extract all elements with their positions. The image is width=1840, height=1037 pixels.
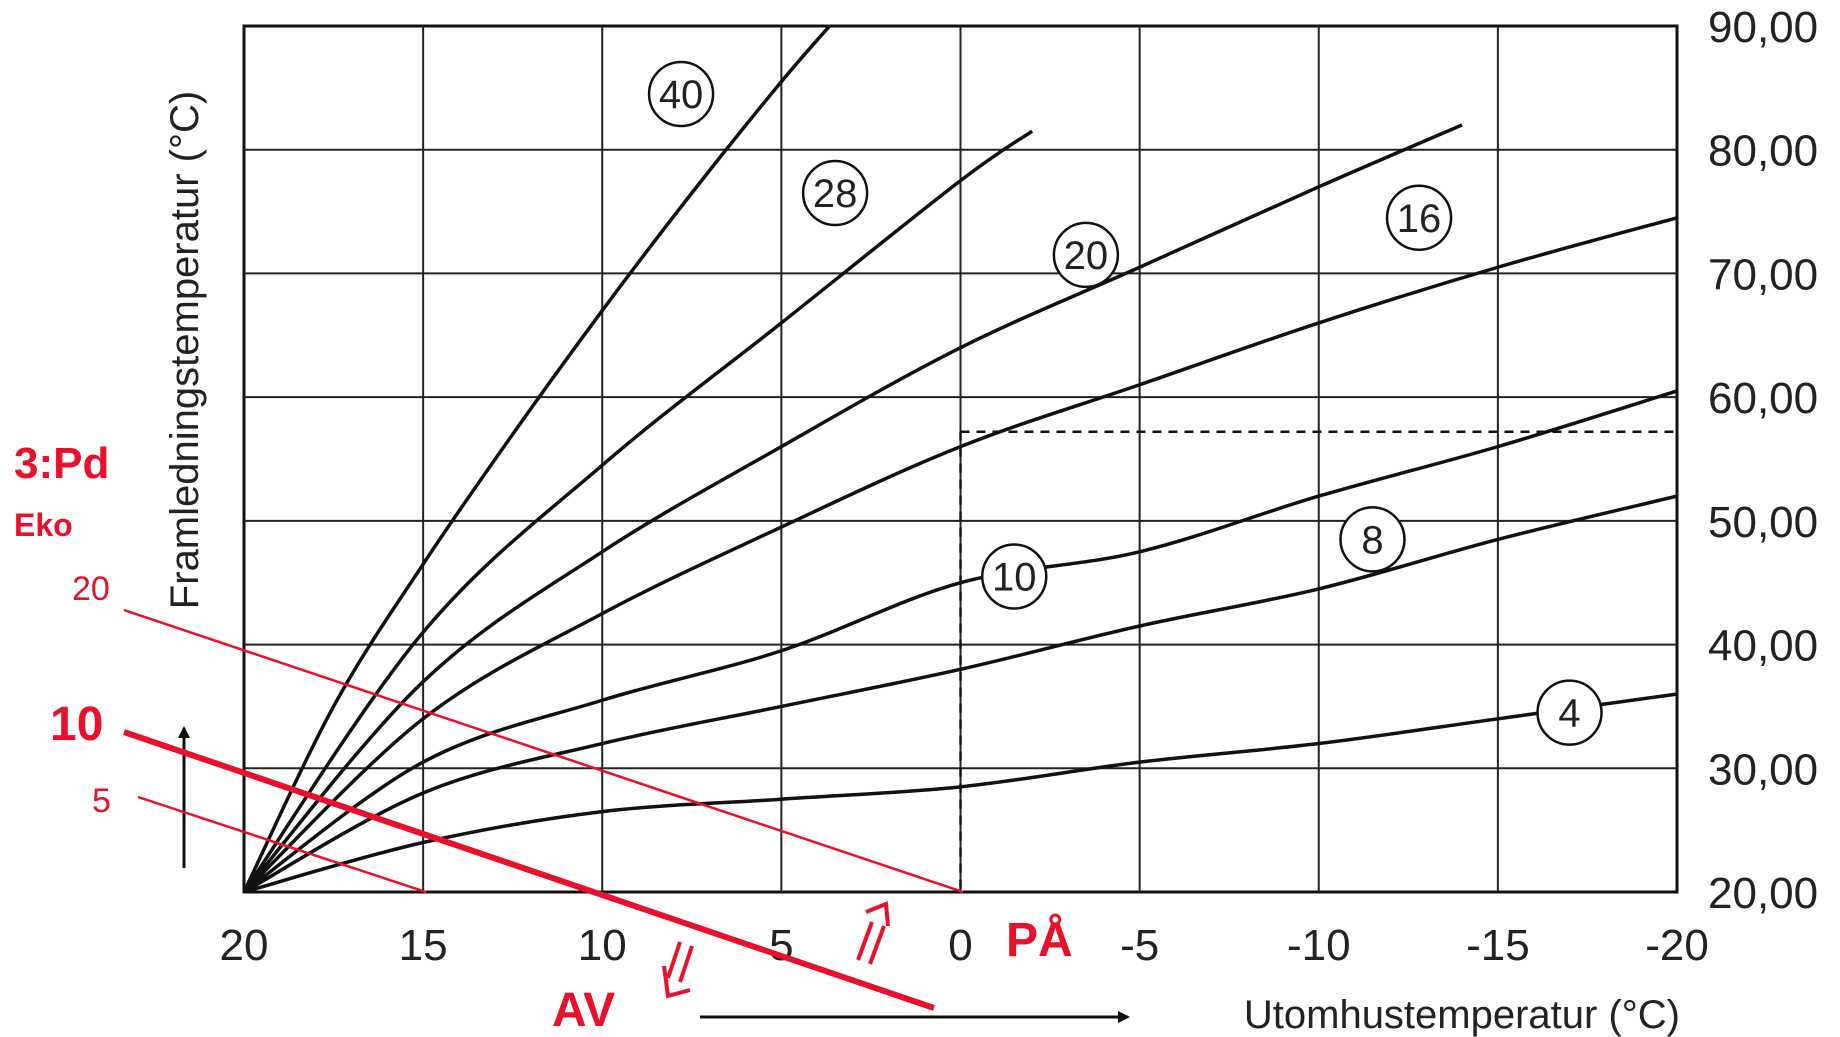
curve-20 [244, 123, 1463, 892]
curve-8-badge [1339, 506, 1406, 573]
heading-annotation: 3:Pd [14, 439, 109, 488]
curve-20-label: 20 [1064, 234, 1109, 278]
curve-16-label: 16 [1397, 197, 1442, 241]
x-tick-label: 15 [399, 921, 448, 970]
y-tick-label: 60,00 [1708, 374, 1818, 423]
level-low-label: 5 [92, 782, 111, 820]
y-tick-label: 20,00 [1708, 869, 1818, 918]
curve-40 [244, 26, 832, 892]
x-tick-label: 0 [948, 921, 972, 970]
y-tick-label: 30,00 [1708, 745, 1818, 794]
x-tick-label: -10 [1287, 921, 1351, 970]
curve-8-label: 8 [1361, 518, 1383, 562]
level-high-label: 20 [72, 570, 110, 608]
x-tick-label: -20 [1645, 921, 1709, 970]
on-double-arrow [856, 901, 890, 965]
curve-series [244, 26, 1677, 892]
y-axis-title: Framledningstemperatur (°C) [163, 91, 207, 609]
curve-10-label: 10 [992, 556, 1037, 600]
curve-10 [244, 389, 1677, 892]
curve-10-badge [980, 543, 1048, 610]
curve-28-badge [801, 159, 869, 227]
y-tick-label: 70,00 [1708, 250, 1818, 299]
off-double-arrow [662, 941, 694, 999]
curve-4-badge [1536, 679, 1603, 746]
x-tick-label: -5 [1120, 921, 1159, 970]
level-high-line [123, 608, 964, 894]
curve-28-label: 28 [813, 172, 858, 216]
x-tick-label: 10 [578, 921, 627, 970]
curve-4 [244, 692, 1677, 892]
reference-lines [959, 430, 1677, 892]
curve-labels: 40 28 20 16 10 8 4 [647, 60, 1603, 746]
curve-40-label: 40 [659, 73, 704, 117]
curve-20-badge [1052, 221, 1120, 289]
level-low-line [137, 795, 427, 894]
curve-16-badge [1385, 184, 1453, 252]
y-tick-label: 90,00 [1708, 3, 1818, 52]
y-tick-labels: 20,00 30,00 40,00 50,00 60,00 70,00 80,00 90,00 [1708, 3, 1818, 918]
x-tick-labels: 20 15 10 5 0 -5 -10 -15 -20 [220, 921, 1709, 970]
x-tick-label: -15 [1466, 921, 1530, 970]
y-tick-label: 40,00 [1708, 622, 1818, 671]
on-label: PÅ [1006, 913, 1073, 967]
level-mid-label: 10 [50, 698, 103, 751]
x-tick-label: 5 [769, 921, 793, 970]
y-tick-label: 80,00 [1708, 127, 1818, 176]
y-tick-label: 50,00 [1708, 498, 1818, 547]
off-label: AV [552, 984, 615, 1037]
curve-40-badge [647, 60, 715, 128]
curve-16 [244, 216, 1677, 892]
x-axis-title: Utomhustemperatur (°C) [1244, 993, 1680, 1037]
curve-4-label: 4 [1558, 692, 1580, 736]
plot-grid [242, 24, 1679, 894]
level-mid-line [123, 729, 935, 1011]
curve-8 [244, 494, 1677, 892]
curve-28 [244, 129, 1034, 892]
subheading-annotation: Eko [14, 507, 73, 543]
x-tick-label: 20 [220, 921, 269, 970]
